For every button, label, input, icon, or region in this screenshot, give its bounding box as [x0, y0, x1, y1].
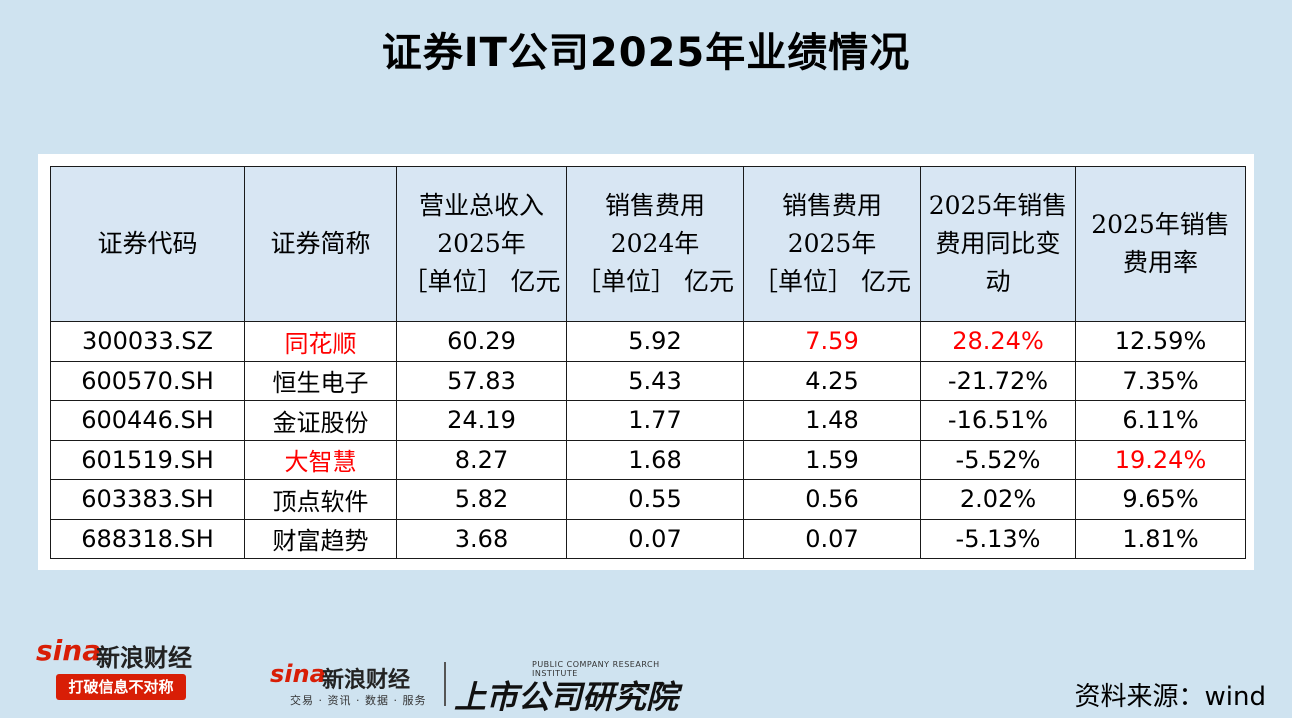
column-header-line: 销售费用: [604, 191, 705, 220]
table-row: 603383.SH 顶点软件 5.82 0.55 0.56 2.02% 9.65%: [50, 479, 1246, 520]
table-cell: 8.27: [396, 439, 567, 480]
sina-slogan: 打破信息不对称: [56, 674, 186, 700]
logo-divider: [444, 662, 446, 706]
column-header-line: 销售费用: [781, 191, 882, 220]
column-header-line: ［单位］ 亿元: [402, 267, 561, 296]
data-source: 资料来源：wind: [1074, 682, 1266, 712]
table-cell: 5.43: [566, 360, 744, 401]
table-cell: 9.65%: [1075, 479, 1246, 520]
research-institute-logo: sina 新浪财经 交易 · 资讯 · 数据 · 服务 PUBLIC COMPA…: [270, 660, 690, 716]
column-header-line: ［单位］ 亿元: [576, 267, 734, 296]
table-row: 688318.SH 财富趋势 3.68 0.07 0.07 -5.13% 1.81%: [50, 518, 1246, 559]
sina-services: 交易 · 资讯 · 数据 · 服务: [290, 694, 427, 707]
table-cell: 3.68: [396, 518, 567, 559]
table-cell: 5.82: [396, 479, 567, 520]
column-header-line: 证券代码: [97, 229, 198, 258]
column-header-line: 费用同比变: [935, 229, 1061, 258]
column-header-line: 费用率: [1122, 248, 1198, 277]
table-cell: 1.68: [566, 439, 744, 480]
column-header: 2025年销售 费用率: [1075, 166, 1246, 322]
table-cell: 金证股份: [244, 400, 397, 441]
table-cell: 600446.SH: [50, 400, 245, 441]
column-header-line: 营业总收入: [418, 191, 544, 220]
table-cell: 600570.SH: [50, 360, 245, 401]
table-cell: 24.19: [396, 400, 567, 441]
column-header-line: 2025年销售: [1091, 210, 1230, 239]
performance-table: 证券代码 证券简称 营业总收入 2025年 ［单位］ 亿元 销售费用 2024年 ［单位］ 亿…: [50, 166, 1246, 559]
table-cell: 601519.SH: [50, 439, 245, 480]
table-cell: 顶点软件: [244, 479, 397, 520]
table-row: 601519.SH 大智慧 8.27 1.68 1.59 -5.52% 19.24%: [50, 439, 1246, 480]
table-row: 300033.SZ 同花顺 60.29 5.92 7.59 28.24% 12.59%: [50, 321, 1246, 362]
column-header: 销售费用 2024年 ［单位］ 亿元: [566, 166, 744, 322]
table-cell: 7.59: [743, 321, 921, 362]
table-cell: -21.72%: [920, 360, 1076, 401]
table-cell: 1.81%: [1075, 518, 1246, 559]
table-header-row: 证券代码 证券简称 营业总收入 2025年 ［单位］ 亿元 销售费用 2024年 ［单位］ 亿…: [50, 166, 1246, 322]
column-header: 2025年销售 费用同比变动: [920, 166, 1076, 322]
table-row: 600570.SH 恒生电子 57.83 5.43 4.25 -21.72% 7.35%: [50, 360, 1246, 401]
institute-chinese-name: 上市公司研究院: [454, 678, 679, 716]
table-cell: 688318.SH: [50, 518, 245, 559]
table-cell: 1.59: [743, 439, 921, 480]
sina-brand-mark-2: sina: [270, 660, 326, 688]
table-cell: 1.48: [743, 400, 921, 441]
column-header: 证券简称: [244, 166, 397, 322]
table-cell: 28.24%: [920, 321, 1076, 362]
table-cell: 7.35%: [1075, 360, 1246, 401]
table-cell: -5.52%: [920, 439, 1076, 480]
table-cell: 12.59%: [1075, 321, 1246, 362]
table-cell: 0.07: [743, 518, 921, 559]
column-header-line: 2025年: [787, 229, 877, 258]
sina-finance-logo: sina 新浪财经 打破信息不对称: [34, 634, 194, 706]
table-cell: 300033.SZ: [50, 321, 245, 362]
table-cell: 5.92: [566, 321, 744, 362]
column-header-line: 动: [985, 267, 1011, 296]
table-cell: 57.83: [396, 360, 567, 401]
institute-english-name: PUBLIC COMPANY RESEARCH INSTITUTE: [532, 660, 660, 678]
column-header-line: 2024年: [610, 229, 700, 258]
sina-brand-mark: sina: [36, 634, 102, 667]
table-cell: -16.51%: [920, 400, 1076, 441]
table-cell: 2.02%: [920, 479, 1076, 520]
table-cell: 财富趋势: [244, 518, 397, 559]
column-header-line: 证券简称: [270, 229, 371, 258]
sina-brand-name-2: 新浪财经: [322, 668, 411, 693]
table-cell: 0.56: [743, 479, 921, 520]
table-cell: 0.55: [566, 479, 744, 520]
column-header-line: 2025年: [437, 229, 526, 258]
sina-brand-name: 新浪财经: [96, 644, 192, 672]
table-cell: 19.24%: [1075, 439, 1246, 480]
table-row: 600446.SH 金证股份 24.19 1.77 1.48 -16.51% 6.11%: [50, 400, 1246, 441]
table-cell: 0.07: [566, 518, 744, 559]
table-cell: 6.11%: [1075, 400, 1246, 441]
table-cell: 603383.SH: [50, 479, 245, 520]
column-header: 证券代码: [50, 166, 245, 322]
table-body: 300033.SZ 同花顺 60.29 5.92 7.59 28.24% 12.59% 600…: [50, 321, 1246, 559]
table-cell: 60.29: [396, 321, 567, 362]
table-cell: 1.77: [566, 400, 744, 441]
column-header-line: 2025年销售: [928, 191, 1068, 220]
table-cell: 恒生电子: [244, 360, 397, 401]
column-header: 销售费用 2025年 ［单位］ 亿元: [743, 166, 921, 322]
table-cell: 大智慧: [244, 439, 397, 480]
page-title: 证券IT公司2025年业绩情况: [381, 30, 911, 76]
column-header-line: ［单位］ 亿元: [753, 267, 911, 296]
table-cell: 4.25: [743, 360, 921, 401]
table-cell: -5.13%: [920, 518, 1076, 559]
table-panel: 证券代码 证券简称 营业总收入 2025年 ［单位］ 亿元 销售费用 2024年 ［单位］ 亿…: [38, 154, 1254, 570]
column-header: 营业总收入 2025年 ［单位］ 亿元: [396, 166, 567, 322]
table-cell: 同花顺: [244, 321, 397, 362]
